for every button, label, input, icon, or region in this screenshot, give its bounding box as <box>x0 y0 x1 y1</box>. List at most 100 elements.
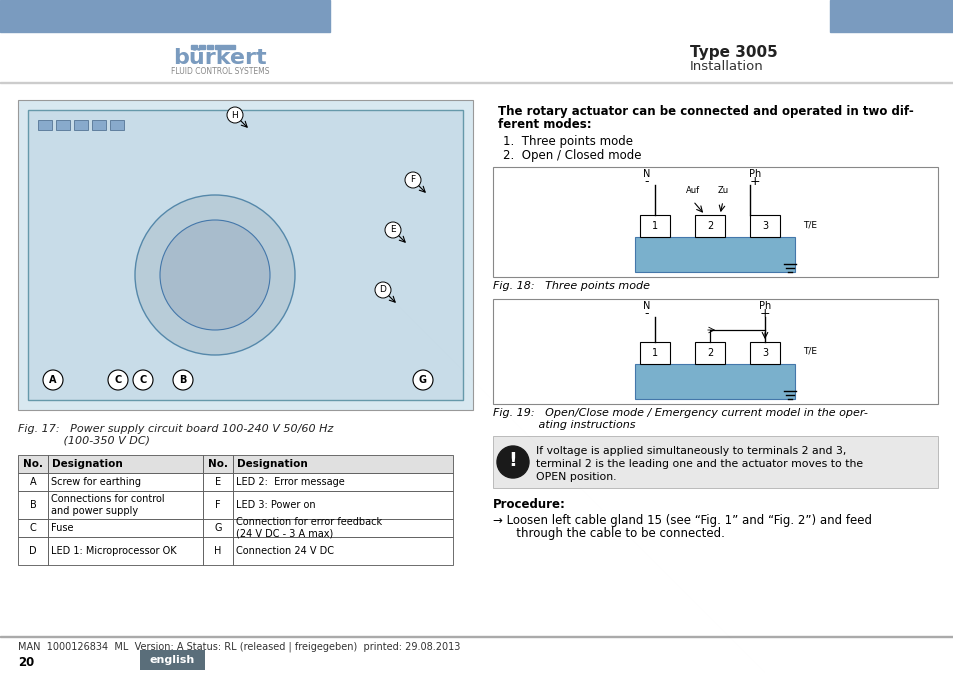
Circle shape <box>132 370 152 390</box>
Bar <box>0 82 953 83</box>
Circle shape <box>405 172 420 188</box>
Text: C: C <box>139 375 147 385</box>
Text: G: G <box>214 523 221 533</box>
Bar <box>38 120 52 130</box>
Bar <box>635 237 794 272</box>
Circle shape <box>135 195 294 355</box>
Circle shape <box>160 220 270 330</box>
Bar <box>0 636 953 637</box>
Text: Ph: Ph <box>748 169 760 179</box>
Text: Connection 24 V DC: Connection 24 V DC <box>235 546 334 556</box>
Bar <box>233 491 453 519</box>
Text: Connection for error feedback
(24 V DC - 3 A max): Connection for error feedback (24 V DC -… <box>235 517 382 539</box>
Text: If voltage is applied simultaneously to terminals 2 and 3,: If voltage is applied simultaneously to … <box>536 446 845 456</box>
Text: Procedure:: Procedure: <box>493 498 565 511</box>
Text: 1: 1 <box>651 221 658 231</box>
Text: 2: 2 <box>706 221 713 231</box>
Text: Fig. 19:   Open/Close mode / Emergency current model in the oper-
             a: Fig. 19: Open/Close mode / Emergency cur… <box>493 408 867 429</box>
Text: T/E: T/E <box>802 347 816 356</box>
Bar <box>199 45 205 48</box>
Circle shape <box>385 222 400 238</box>
Bar <box>110 120 124 130</box>
Text: LED 1: Microprocessor OK: LED 1: Microprocessor OK <box>51 546 176 556</box>
Bar <box>140 650 205 670</box>
Circle shape <box>375 282 391 298</box>
Circle shape <box>497 446 529 478</box>
Bar <box>203 455 233 473</box>
Text: Fig. 18:   Three points mode: Fig. 18: Three points mode <box>493 281 649 291</box>
Text: +: + <box>759 307 769 320</box>
Text: 20: 20 <box>18 656 34 669</box>
Text: bürkert: bürkert <box>173 48 267 68</box>
Bar <box>48 491 203 519</box>
Text: G: G <box>418 375 427 385</box>
Bar <box>203 537 233 565</box>
Bar <box>56 120 70 130</box>
Bar <box>191 45 196 48</box>
Bar <box>203 491 233 519</box>
Bar <box>18 455 48 473</box>
Bar <box>493 299 937 404</box>
Text: H: H <box>232 110 238 120</box>
Bar <box>18 491 48 519</box>
Text: Installation: Installation <box>689 61 763 73</box>
Bar <box>233 519 453 537</box>
Circle shape <box>43 370 63 390</box>
Text: A: A <box>30 477 36 487</box>
Text: +: + <box>749 175 760 188</box>
Text: MAN  1000126834  ML  Version: A Status: RL (released | freigegeben)  printed: 29: MAN 1000126834 ML Version: A Status: RL … <box>18 642 460 653</box>
Circle shape <box>413 370 433 390</box>
Text: D: D <box>379 285 386 295</box>
Text: 1.  Three points mode: 1. Three points mode <box>502 135 633 148</box>
Bar <box>18 100 473 410</box>
Text: No.: No. <box>23 459 43 469</box>
Bar <box>207 45 213 48</box>
Text: E: E <box>214 477 221 487</box>
Text: → Loosen left cable gland 15 (see “Fig. 1” and “Fig. 2”) and feed: → Loosen left cable gland 15 (see “Fig. … <box>493 514 871 527</box>
Text: E: E <box>390 225 395 234</box>
Bar <box>695 215 724 237</box>
Text: Connections for control
and power supply: Connections for control and power supply <box>51 494 165 516</box>
Text: terminal 2 is the leading one and the actuator moves to the: terminal 2 is the leading one and the ac… <box>536 459 862 469</box>
Bar <box>749 342 780 364</box>
Bar <box>18 537 48 565</box>
Text: No.: No. <box>208 459 228 469</box>
Circle shape <box>227 107 243 123</box>
Text: N: N <box>642 301 650 311</box>
Text: FLUID CONTROL SYSTEMS: FLUID CONTROL SYSTEMS <box>171 67 269 77</box>
Text: Screw for earthing: Screw for earthing <box>51 477 141 487</box>
Bar <box>493 167 937 277</box>
Bar <box>214 45 234 48</box>
Text: 1: 1 <box>651 348 658 358</box>
Text: ferent modes:: ferent modes: <box>497 118 591 131</box>
Text: Zu: Zu <box>717 186 728 195</box>
Circle shape <box>172 370 193 390</box>
Text: F: F <box>215 500 220 510</box>
Text: english: english <box>150 655 194 665</box>
Bar <box>74 120 88 130</box>
Text: Ph: Ph <box>758 301 770 311</box>
Text: B: B <box>30 500 36 510</box>
Bar <box>635 364 794 399</box>
Bar <box>18 519 48 537</box>
Text: 3: 3 <box>761 221 767 231</box>
Text: 3: 3 <box>761 348 767 358</box>
Text: D: D <box>30 546 37 556</box>
Text: H: H <box>214 546 221 556</box>
Text: !: ! <box>508 450 517 470</box>
Text: LED 3: Power on: LED 3: Power on <box>235 500 315 510</box>
Text: F: F <box>410 176 416 184</box>
Text: Type 3005: Type 3005 <box>689 44 777 59</box>
Text: -: - <box>644 307 649 320</box>
Bar <box>18 473 48 491</box>
Bar <box>48 473 203 491</box>
Bar <box>91 120 106 130</box>
Bar <box>203 519 233 537</box>
Bar <box>233 455 453 473</box>
Text: N: N <box>642 169 650 179</box>
Bar <box>829 0 953 32</box>
Text: Designation: Designation <box>52 459 123 469</box>
Bar <box>639 342 669 364</box>
Text: B: B <box>179 375 187 385</box>
Text: Fuse: Fuse <box>51 523 73 533</box>
